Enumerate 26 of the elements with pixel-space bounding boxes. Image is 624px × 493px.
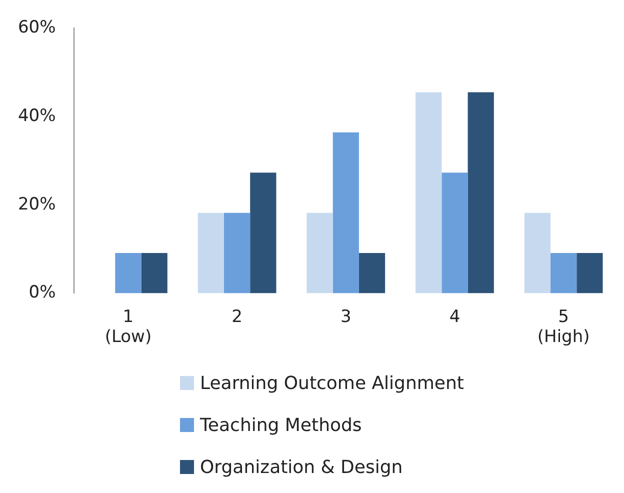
y-tick-label: 40% bbox=[18, 106, 56, 126]
bar bbox=[250, 172, 276, 294]
bar bbox=[468, 92, 494, 294]
y-tick-label: 0% bbox=[28, 282, 56, 303]
bar bbox=[306, 212, 333, 294]
bar bbox=[550, 253, 577, 294]
x-tick-label: 4 bbox=[449, 306, 460, 327]
bar bbox=[442, 172, 468, 294]
y-tick-label: 20% bbox=[18, 194, 56, 214]
bar bbox=[358, 253, 386, 294]
bar bbox=[524, 212, 551, 294]
x-tick-label: 3 bbox=[340, 306, 352, 327]
x-tick-label: 2 bbox=[232, 306, 242, 327]
legend-label: Organization & Design bbox=[200, 456, 403, 478]
legend-label: Teaching Methods bbox=[200, 414, 362, 436]
y-tick-label: 60% bbox=[18, 18, 56, 38]
bar bbox=[198, 212, 224, 294]
x-tick-label: 1 (Low) bbox=[104, 306, 152, 348]
bar bbox=[332, 132, 359, 294]
bar bbox=[224, 212, 250, 294]
bar bbox=[115, 253, 142, 294]
bar bbox=[141, 253, 168, 294]
legend-label: Learning Outcome Alignment bbox=[200, 372, 464, 394]
bar bbox=[576, 253, 603, 294]
bar bbox=[416, 92, 442, 294]
x-tick-label: 5 (High) bbox=[537, 306, 590, 348]
